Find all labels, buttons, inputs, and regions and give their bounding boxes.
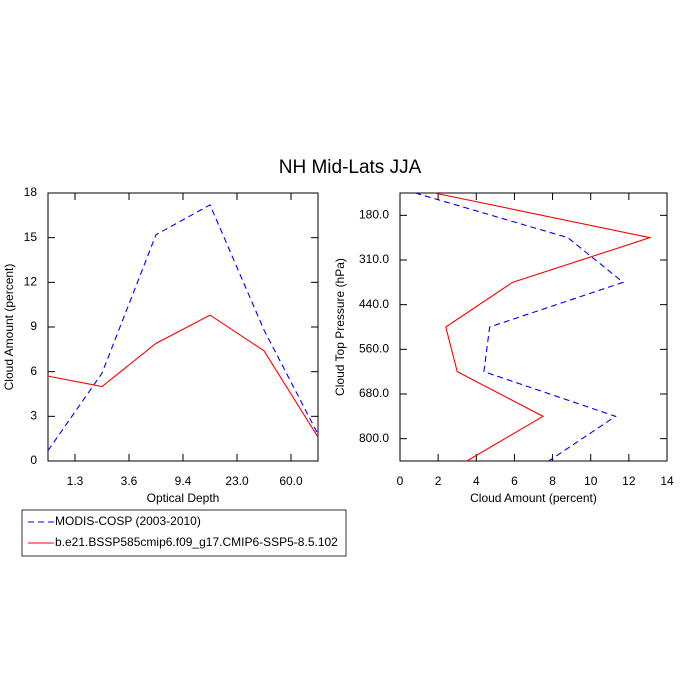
x-tick-label: 6 bbox=[511, 474, 518, 488]
y-tick-label: 180.0 bbox=[359, 208, 389, 222]
y-tick-label: 680.0 bbox=[359, 386, 389, 400]
y-tick-label: 3 bbox=[30, 409, 37, 423]
legend-box bbox=[21, 509, 347, 557]
y-tick-label: 12 bbox=[24, 275, 38, 289]
y-tick-label: 9 bbox=[30, 319, 37, 333]
y-tick-label: 310.0 bbox=[359, 252, 389, 266]
y-axis-label: Cloud Top Pressure (hPa) bbox=[333, 258, 347, 396]
y-tick-label: 0 bbox=[30, 453, 37, 467]
x-axis-label: Cloud Amount (percent) bbox=[470, 491, 597, 505]
y-tick-label: 6 bbox=[30, 364, 37, 378]
legend-label: MODIS-COSP (2003-2010) bbox=[55, 514, 201, 528]
x-tick-label: 2 bbox=[435, 474, 442, 488]
x-tick-label: 10 bbox=[584, 474, 598, 488]
plot-frame bbox=[47, 192, 319, 462]
y-tick-label: 18 bbox=[24, 185, 38, 199]
chart-title: NH Mid-Lats JJA bbox=[279, 157, 422, 178]
x-tick-label: 8 bbox=[549, 474, 556, 488]
x-tick-label: 0 bbox=[397, 474, 404, 488]
y-tick-label: 800.0 bbox=[359, 431, 389, 445]
legend-label: b.e21.BSSP585cmip6.f09_g17.CMIP6-SSP5-8.… bbox=[55, 535, 338, 549]
x-tick-label: 14 bbox=[660, 474, 674, 488]
y-axis-label: Cloud Amount (percent) bbox=[2, 264, 16, 391]
x-tick-label: 9.4 bbox=[175, 474, 192, 488]
series-line bbox=[47, 204, 319, 451]
x-tick-label: 4 bbox=[473, 474, 480, 488]
series-line bbox=[434, 192, 652, 462]
y-tick-label: 560.0 bbox=[359, 342, 389, 356]
plot-frame bbox=[399, 192, 668, 462]
y-tick-label: 440.0 bbox=[359, 297, 389, 311]
series-line bbox=[47, 314, 319, 438]
x-tick-label: 3.6 bbox=[121, 474, 138, 488]
y-tick-label: 15 bbox=[24, 230, 38, 244]
x-axis-label: Optical Depth bbox=[147, 491, 220, 505]
x-tick-label: 12 bbox=[622, 474, 636, 488]
series-line bbox=[415, 192, 625, 462]
x-tick-label: 23.0 bbox=[225, 474, 249, 488]
x-tick-label: 1.3 bbox=[67, 474, 84, 488]
x-tick-label: 60.0 bbox=[279, 474, 303, 488]
